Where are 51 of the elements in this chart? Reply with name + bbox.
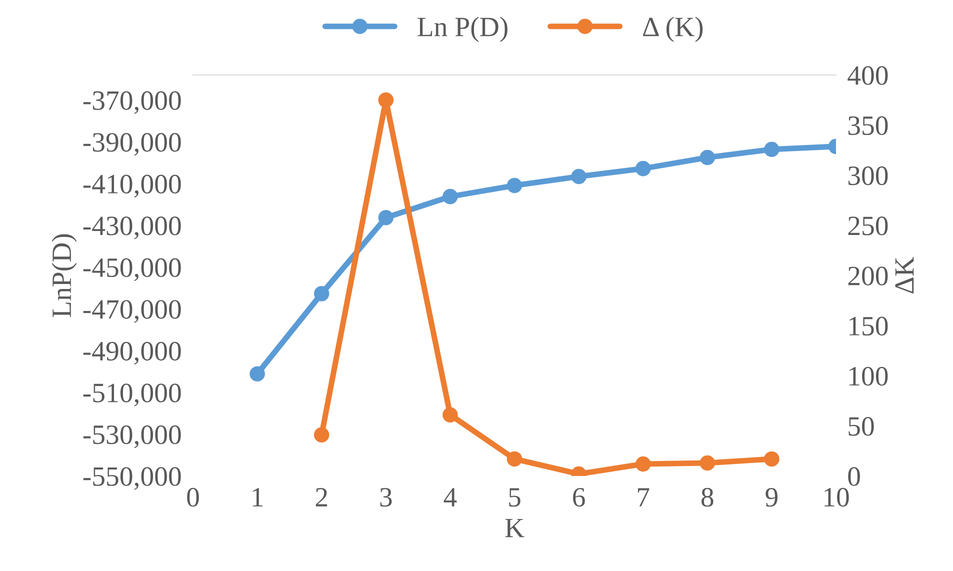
point (764, 142, 780, 157)
point (635, 160, 651, 176)
y-tick-label: -550,000 (83, 467, 181, 490)
y-tick-label: -450,000 (83, 258, 181, 282)
y2-axis-title: ΔK (895, 256, 914, 294)
point (506, 178, 522, 194)
y-tick-label: -390,000 (83, 133, 181, 156)
point (442, 407, 458, 422)
y-tick-label: -470,000 (83, 300, 181, 323)
point (250, 366, 265, 382)
y2-tick-label: 250 (848, 216, 888, 236)
point (506, 451, 522, 467)
y2-tick-label: 300 (848, 166, 888, 186)
y-tick-label: -410,000 (83, 174, 181, 198)
y-tick-label: -510,000 (83, 384, 181, 406)
point (764, 451, 780, 467)
y2-tick-label: 100 (850, 366, 888, 386)
y2-tick-label: 0 (848, 467, 860, 486)
x-axis-title: K (505, 518, 524, 538)
x-tick-label: 10 (824, 488, 849, 507)
y-tick-label: -490,000 (83, 342, 181, 365)
x-tick-label: 0 (187, 488, 199, 507)
y-tick-label: -530,000 (83, 425, 181, 448)
x-tick-label: 7 (638, 488, 650, 506)
x-tick-label: 6 (573, 488, 585, 507)
x-tick-label: 5 (509, 488, 520, 507)
y2-tick-label: 400 (848, 66, 888, 85)
x-tick-label: 2 (316, 488, 328, 506)
x-tick-label: 9 (766, 488, 778, 507)
legend-label: Ln P(D) (418, 16, 508, 42)
point (700, 455, 716, 471)
y-tick-label: -370,000 (83, 91, 181, 114)
point (700, 150, 716, 166)
point (314, 427, 330, 443)
y-tick-label: -430,000 (83, 216, 181, 240)
point (635, 456, 651, 472)
x-tick-label: 4 (444, 488, 457, 506)
y2-tick-label: 350 (848, 116, 888, 136)
y2-tick-label: 200 (848, 266, 888, 286)
point (314, 286, 330, 302)
x-tick-label: 1 (252, 488, 263, 506)
point (378, 210, 394, 226)
y2-tick-label: 50 (848, 417, 874, 436)
point (442, 188, 458, 204)
point (571, 168, 586, 184)
y-axis-title: LnP(D) (52, 234, 77, 318)
legend-label: Δ (K) (643, 16, 703, 42)
x-tick-label: 8 (702, 488, 714, 507)
point (378, 92, 394, 108)
x-tick-label: 3 (380, 488, 392, 507)
y2-tick-label: 150 (850, 316, 888, 336)
